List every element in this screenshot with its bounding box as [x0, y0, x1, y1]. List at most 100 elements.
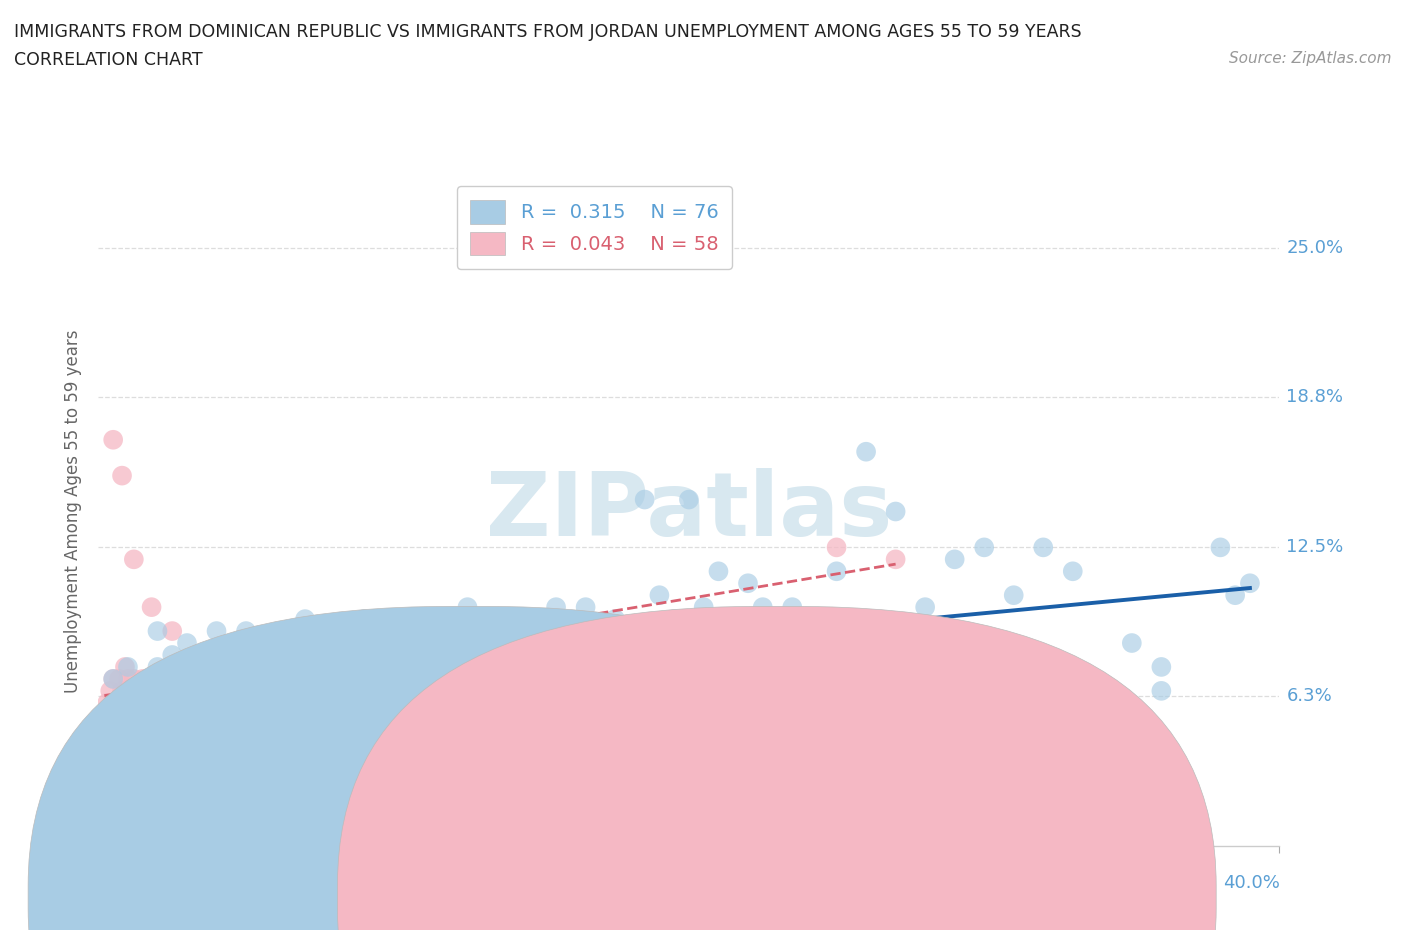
Point — [125, 684, 148, 698]
Point — [721, 612, 744, 627]
Point — [105, 708, 128, 723]
Point — [170, 671, 193, 686]
Point — [103, 671, 125, 686]
Point — [1150, 684, 1173, 698]
Point — [211, 684, 233, 698]
Point — [111, 708, 134, 723]
Point — [141, 671, 163, 686]
Point — [825, 564, 848, 578]
Point — [574, 600, 596, 615]
Point — [235, 684, 257, 698]
Point — [111, 684, 134, 698]
Point — [1121, 635, 1143, 650]
Point — [1062, 564, 1084, 578]
Point — [96, 696, 118, 711]
Point — [264, 684, 287, 698]
Point — [382, 635, 405, 650]
Point — [914, 600, 936, 615]
Point — [589, 684, 612, 698]
Point — [796, 612, 818, 627]
Point — [117, 671, 139, 686]
Point — [530, 671, 553, 686]
Point — [264, 635, 287, 650]
Point — [278, 659, 302, 674]
Point — [501, 684, 523, 698]
Point — [973, 540, 995, 555]
Point — [441, 671, 464, 686]
Point — [309, 635, 332, 650]
Point — [294, 612, 316, 627]
Point — [152, 671, 174, 686]
Point — [191, 684, 214, 698]
Point — [146, 684, 169, 698]
Point — [589, 635, 612, 650]
Point — [235, 624, 257, 639]
Point — [353, 684, 375, 698]
Point — [111, 468, 134, 483]
Point — [1223, 588, 1246, 603]
Point — [501, 612, 523, 627]
Text: Immigrants from Dominican Republic: Immigrants from Dominican Republic — [488, 888, 813, 907]
Text: Source: ZipAtlas.com: Source: ZipAtlas.com — [1229, 51, 1392, 66]
Point — [501, 635, 523, 650]
Point — [146, 659, 169, 674]
Point — [884, 504, 907, 519]
Point — [167, 684, 190, 698]
Point — [766, 612, 789, 627]
Point — [219, 659, 242, 674]
Point — [117, 659, 139, 674]
Point — [98, 684, 121, 698]
Text: 18.8%: 18.8% — [1286, 388, 1344, 405]
Text: ZIPatlas: ZIPatlas — [486, 468, 891, 555]
Point — [855, 445, 877, 459]
Point — [191, 659, 214, 674]
Point — [103, 696, 125, 711]
Point — [117, 708, 139, 723]
Point — [132, 684, 155, 698]
Point — [264, 671, 287, 686]
Point — [664, 612, 686, 627]
Point — [205, 671, 228, 686]
Text: 12.5%: 12.5% — [1286, 538, 1344, 556]
Point — [162, 647, 183, 662]
Point — [427, 635, 450, 650]
Point — [176, 684, 198, 698]
Point — [176, 684, 198, 698]
Point — [162, 684, 183, 698]
Point — [219, 671, 242, 686]
Point — [530, 612, 553, 627]
Point — [1209, 540, 1232, 555]
Point — [141, 600, 163, 615]
Point — [294, 684, 316, 698]
Point — [187, 684, 209, 698]
Point — [707, 564, 730, 578]
Point — [884, 551, 907, 566]
Point — [471, 635, 494, 650]
Point — [294, 708, 316, 723]
Point — [181, 671, 204, 686]
Point — [825, 719, 848, 734]
Point — [122, 671, 145, 686]
Point — [128, 696, 150, 711]
Point — [825, 540, 848, 555]
Point — [323, 659, 346, 674]
Point — [648, 588, 671, 603]
Point — [353, 647, 375, 662]
Point — [678, 492, 700, 507]
Point — [353, 612, 375, 627]
Y-axis label: Unemployment Among Ages 55 to 59 years: Unemployment Among Ages 55 to 59 years — [65, 330, 83, 693]
Point — [108, 671, 131, 686]
Point — [382, 671, 405, 686]
Point — [103, 432, 125, 447]
Point — [309, 684, 332, 698]
Point — [235, 743, 257, 758]
Point — [693, 600, 716, 615]
Point — [309, 659, 332, 674]
Text: 25.0%: 25.0% — [1286, 239, 1344, 258]
Point — [278, 684, 302, 698]
Point — [103, 671, 125, 686]
Point — [176, 635, 198, 650]
Point — [412, 684, 434, 698]
Point — [1239, 576, 1261, 591]
Point — [205, 624, 228, 639]
